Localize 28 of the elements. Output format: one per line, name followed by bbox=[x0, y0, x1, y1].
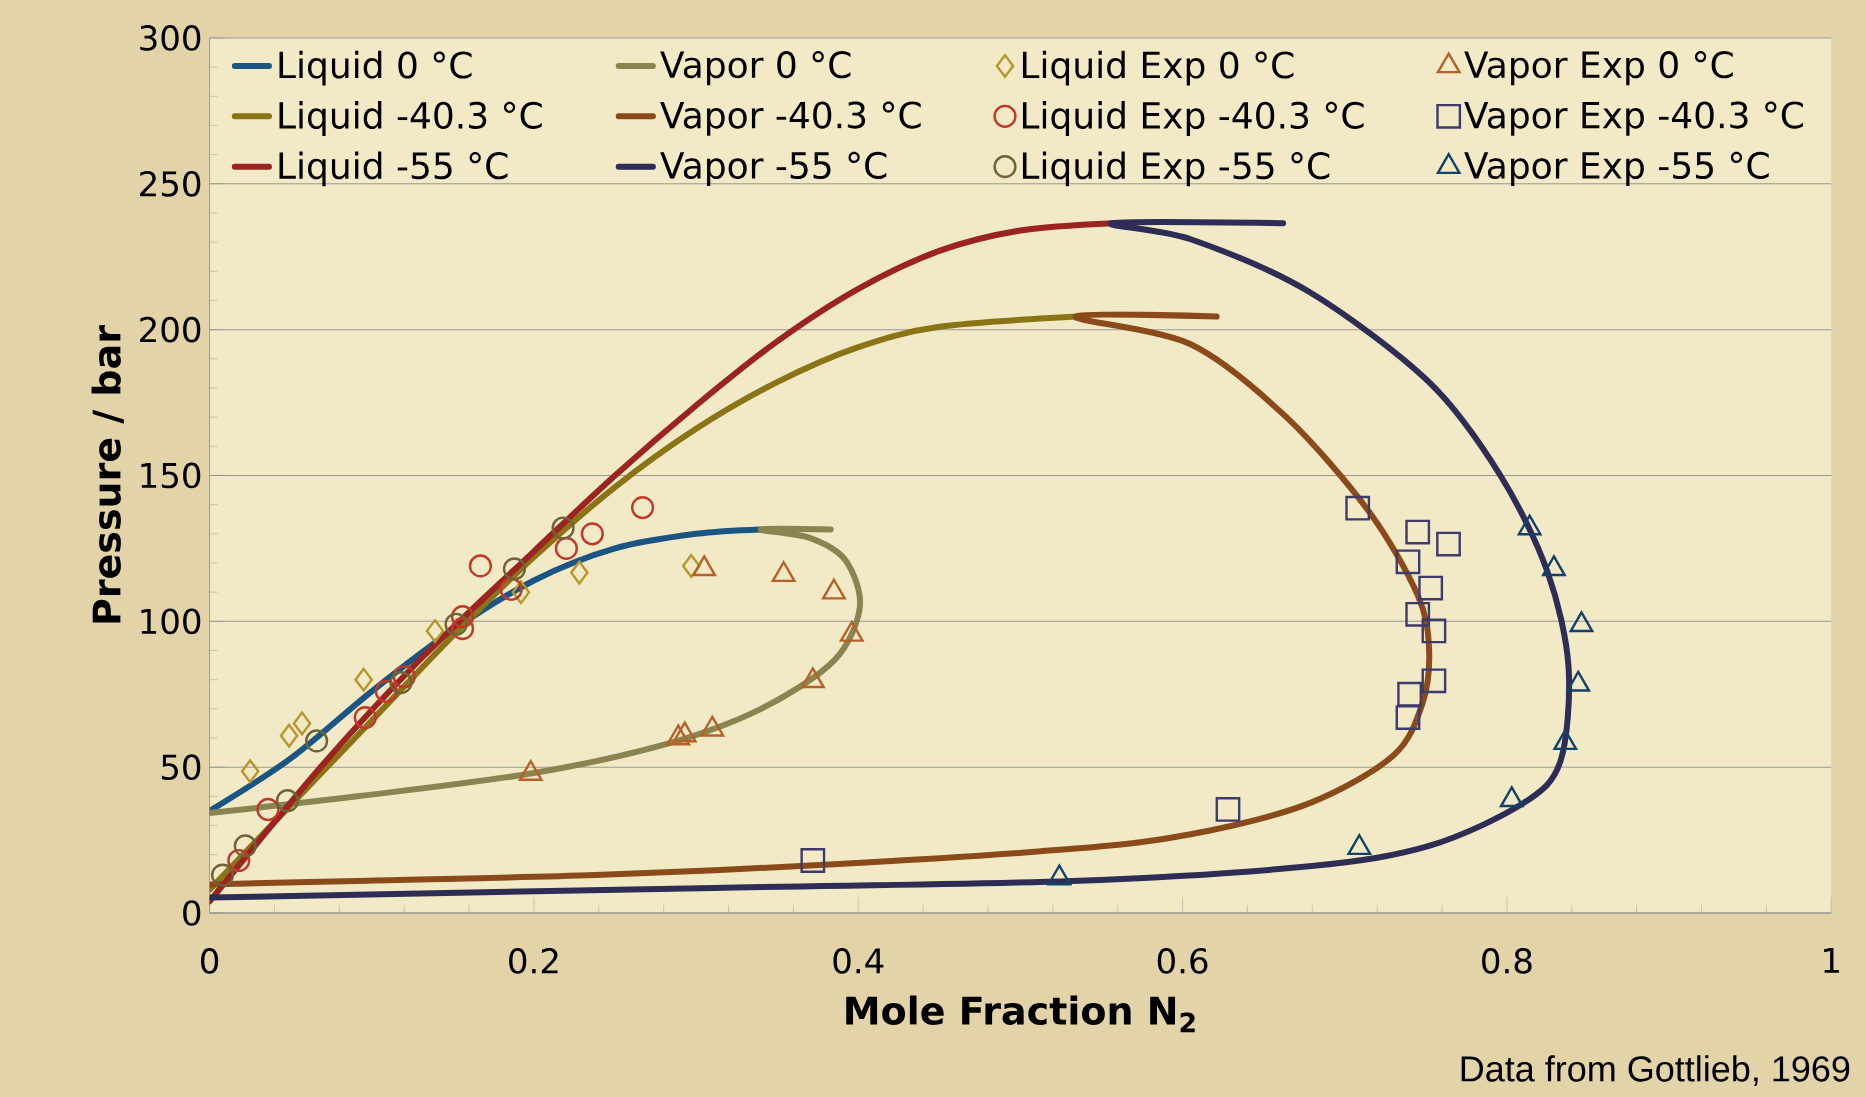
y-tick-label: 150 bbox=[141, 462, 201, 489]
x-tick-label: 0.6 bbox=[1157, 948, 1208, 974]
legend-label: Liquid Exp -55 °C bbox=[1022, 151, 1330, 187]
legend-label: Vapor -55 °C bbox=[660, 151, 887, 187]
legend-label: Vapor Exp -40.3 °C bbox=[1464, 101, 1804, 136]
y-tick-label: 100 bbox=[141, 608, 201, 635]
x-tick-label: 0.2 bbox=[509, 948, 558, 974]
legend-label: Liquid 0 °C bbox=[279, 50, 472, 86]
y-tick-label: 300 bbox=[140, 25, 201, 51]
y-tick-label: 0 bbox=[183, 900, 201, 926]
x-tick-label: 0 bbox=[201, 948, 219, 974]
legend-label: Liquid -55 °C bbox=[279, 151, 508, 187]
x-tick-label: 0.8 bbox=[1482, 948, 1532, 974]
legend-label: Liquid Exp -40.3 °C bbox=[1022, 101, 1364, 136]
y-tick-label: 200 bbox=[140, 316, 201, 343]
x-tick-label: 1 bbox=[1824, 948, 1839, 973]
legend-label: Vapor 0 °C bbox=[660, 51, 851, 86]
text: Data from Gottlieb, 1969 bbox=[1461, 1055, 1850, 1086]
legend-label: Vapor Exp -55 °C bbox=[1464, 151, 1769, 187]
legend-label: Vapor -40.3 °C bbox=[660, 101, 921, 136]
legend-label: Vapor Exp 0 °C bbox=[1464, 51, 1733, 86]
x-tick-label: 0.4 bbox=[833, 948, 884, 974]
y-tick-label: 50 bbox=[161, 754, 201, 781]
y-axis-title: Pressure / bar bbox=[91, 325, 124, 623]
legend-label: Liquid -40.3 °C bbox=[279, 101, 542, 136]
x-axis-title: Mole Fraction N$_{2}$ bbox=[846, 995, 1195, 1033]
legend-label: Liquid Exp 0 °C bbox=[1022, 50, 1294, 86]
y-tick-label: 250 bbox=[140, 170, 201, 197]
